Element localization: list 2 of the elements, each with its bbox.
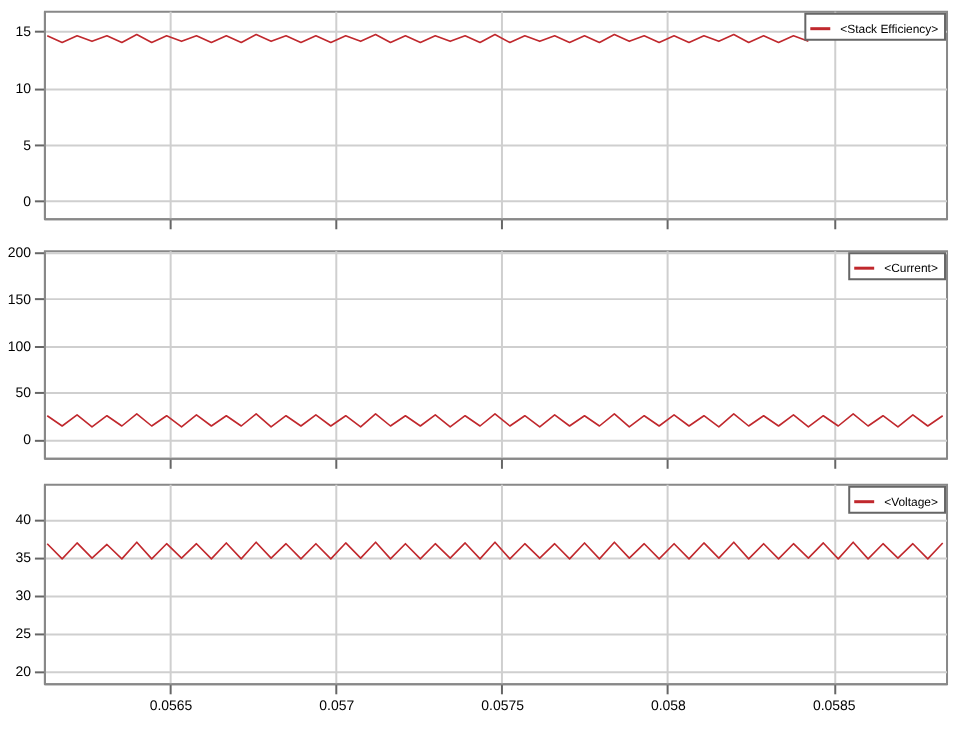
line-series (46, 541, 944, 560)
line-series (46, 413, 944, 428)
